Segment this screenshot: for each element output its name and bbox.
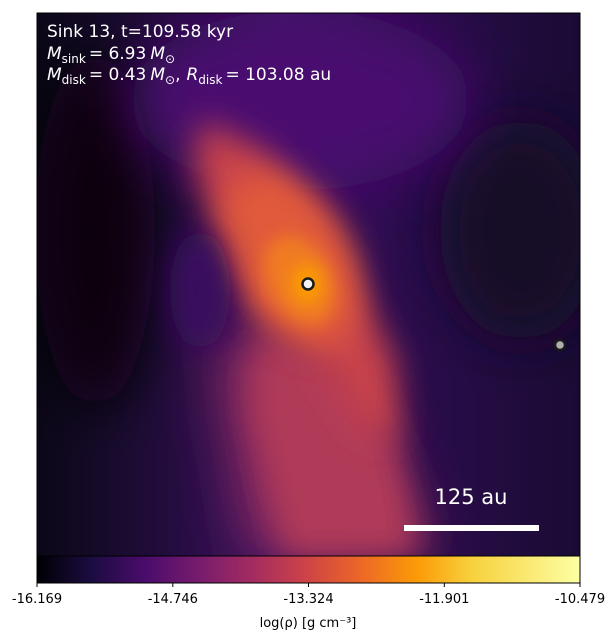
colorbar-tick-label: -11.901	[419, 592, 469, 607]
colorbar-tick-label: -16.169	[12, 592, 62, 607]
disk-label: Mdisk = 0.43 M⊙, Rdisk = 103.08 au	[47, 65, 331, 87]
colorbar-tick-label: -13.324	[283, 592, 333, 607]
scale-bar	[404, 525, 539, 531]
scale-bar-label: 125 au	[435, 485, 508, 509]
sink-marker-primary	[301, 277, 315, 291]
density-map	[37, 13, 580, 556]
sink-marker-secondary	[553, 338, 567, 352]
colorbar-label: log(ρ) [g cm⁻³]	[260, 616, 357, 631]
colorbar	[36, 555, 581, 584]
sink-time-label: Sink 13, t=109.58 kyr	[47, 22, 233, 42]
colorbar-tick-label: -10.479	[555, 592, 605, 607]
annotation: Sink 13, t=109.58 kyr Msink = 6.93 M⊙ Mdis…	[47, 22, 331, 87]
colorbar-tick-label: -14.746	[148, 592, 198, 607]
sink-mass-label: Msink = 6.93 M⊙	[47, 44, 175, 66]
